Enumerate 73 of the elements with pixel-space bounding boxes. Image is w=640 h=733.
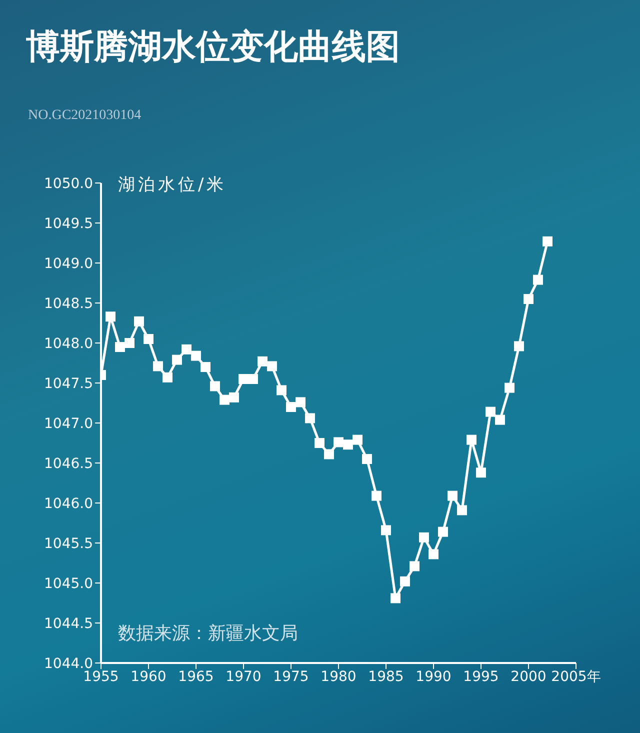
point	[466, 434, 476, 445]
text: NO.GC2021030104	[28, 108, 142, 124]
y-tick-label: 1045.5	[44, 536, 93, 552]
x-tick-label: 1965	[178, 668, 214, 685]
point	[220, 394, 230, 405]
y-tick-label: 1046.5	[44, 456, 93, 472]
point	[144, 334, 154, 344]
point	[191, 350, 201, 361]
point	[200, 362, 210, 372]
point	[410, 561, 420, 572]
point	[182, 344, 192, 354]
x-tick-label: 1980	[320, 668, 356, 685]
point	[172, 354, 182, 365]
point	[362, 454, 372, 464]
y-tick-label: 1050.0	[44, 176, 93, 192]
point	[238, 374, 248, 384]
x-tick-label: 1985	[368, 668, 404, 685]
y-tick-label: 1047.0	[44, 416, 93, 432]
point	[381, 525, 391, 536]
point	[542, 236, 552, 246]
y-tick-label: 1048.0	[44, 336, 93, 352]
point	[229, 392, 239, 402]
point	[210, 381, 220, 392]
point	[352, 434, 362, 445]
y-axis-title: 湖泊水位/米	[118, 174, 227, 196]
point	[457, 505, 467, 516]
point	[314, 438, 324, 448]
y-tick-label: 1047.5	[44, 376, 93, 392]
x-tick-label: 1995	[463, 668, 499, 685]
x-tick-label: 1960	[130, 668, 166, 685]
point	[124, 338, 134, 348]
point	[428, 549, 438, 560]
point	[372, 490, 382, 501]
y-tick-label: 1049.5	[44, 216, 93, 232]
point	[486, 406, 496, 417]
point	[524, 294, 534, 304]
point	[134, 316, 144, 326]
point	[286, 402, 296, 412]
point	[514, 341, 524, 352]
point	[504, 382, 514, 393]
point	[276, 385, 286, 396]
y-tick-label: 1048.5	[44, 296, 93, 312]
y-tick-label: 1044.5	[44, 616, 93, 632]
point	[419, 532, 429, 542]
point	[153, 361, 163, 372]
x-tick-label: 1970	[226, 668, 262, 685]
point	[438, 526, 448, 537]
point	[334, 437, 344, 448]
y-tick-label: 1049.0	[44, 256, 93, 272]
point	[448, 490, 458, 501]
point	[343, 440, 353, 450]
point	[400, 576, 410, 586]
x-tick-label: 1990	[416, 668, 452, 685]
point	[267, 361, 277, 372]
point	[248, 374, 258, 384]
point	[305, 413, 315, 424]
y-tick-label: 1046.0	[44, 496, 93, 512]
point	[162, 372, 172, 382]
x-tick-label: 2005年	[551, 668, 601, 685]
x-tick-label: 1975	[273, 668, 309, 685]
point	[258, 356, 268, 366]
point	[106, 312, 116, 322]
point	[533, 274, 543, 285]
x-tick-label: 2000	[510, 668, 546, 685]
annotation: 数据来源：新疆水文局	[118, 622, 298, 645]
point	[476, 468, 486, 478]
point	[390, 593, 400, 604]
point	[296, 397, 306, 408]
y-tick-label: 1045.0	[44, 576, 93, 592]
point	[115, 342, 125, 352]
chart-title: 博斯腾湖水位变化曲线图	[26, 26, 400, 69]
point	[495, 414, 505, 425]
point	[324, 449, 334, 460]
